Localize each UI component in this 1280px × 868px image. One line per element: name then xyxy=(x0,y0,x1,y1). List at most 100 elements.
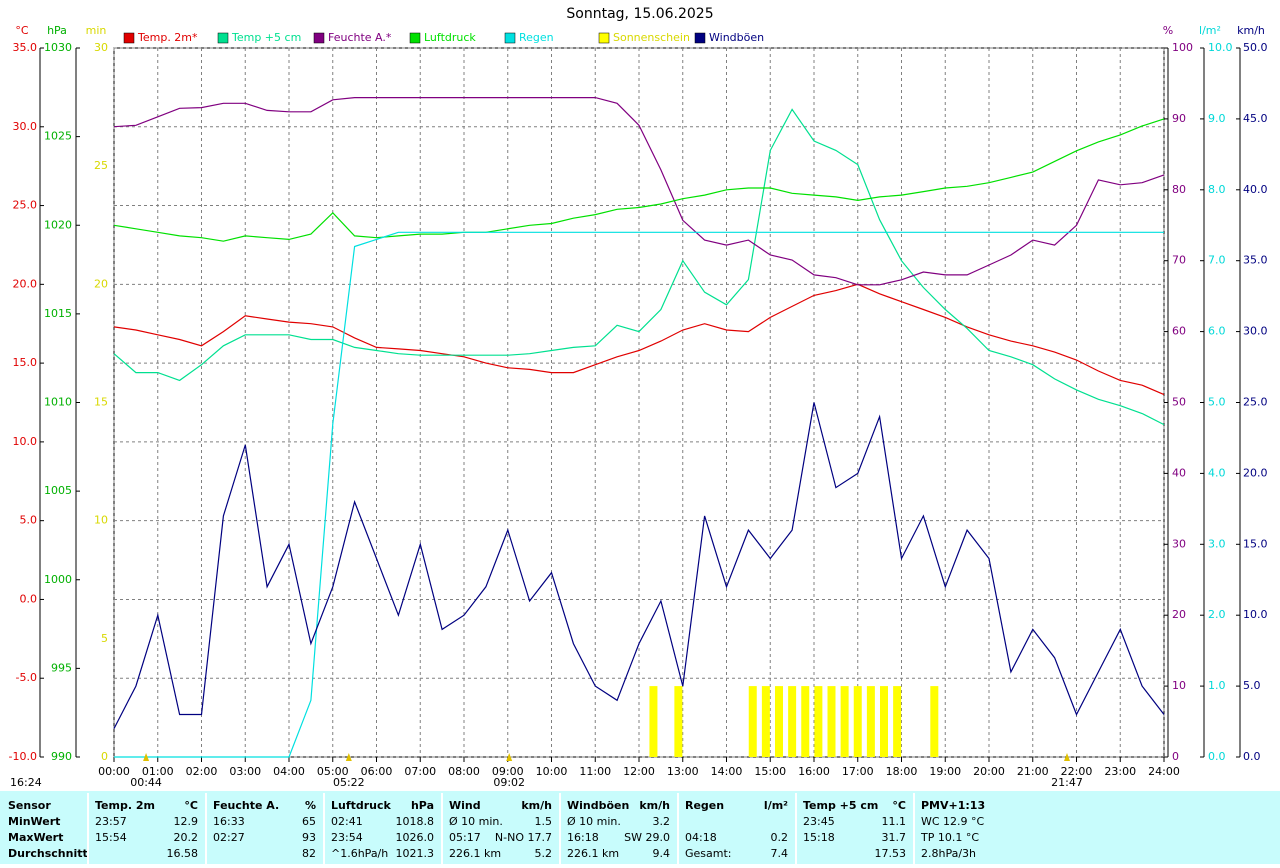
y-tick-label: 25.0 xyxy=(1243,396,1268,409)
sunshine-bar xyxy=(788,686,797,757)
y-tick-label: 35.0 xyxy=(13,41,38,54)
x-tick-label: 07:00 xyxy=(404,765,436,778)
legend-label: Feuchte A.* xyxy=(328,31,392,44)
table-cell: 3.2 xyxy=(653,815,671,828)
y-tick-label: 0.0 xyxy=(20,592,38,605)
series-line xyxy=(114,231,1164,758)
y-tick-label: 50 xyxy=(1172,396,1186,409)
y-tick-label: 6.0 xyxy=(1208,325,1226,338)
annotation-marker xyxy=(506,753,513,761)
x-tick-label: 19:00 xyxy=(929,765,961,778)
table-cell: 16.58 xyxy=(167,847,199,860)
legend-swatch xyxy=(313,32,325,44)
series-line xyxy=(113,108,1165,426)
sunshine-bar xyxy=(649,686,658,757)
y-tick-label: 20.0 xyxy=(1243,466,1268,479)
y-tick-label: 20.0 xyxy=(13,277,38,290)
table-cell: 1018.8 xyxy=(396,815,435,828)
y-tick-label: 90 xyxy=(1172,112,1186,125)
table-cell: 23:54 xyxy=(331,831,363,844)
x-tick-label: 15:00 xyxy=(754,765,786,778)
annotation-label: 09:02 xyxy=(493,776,525,789)
y-tick-label: 80 xyxy=(1172,183,1186,196)
sunshine-bar xyxy=(674,686,683,757)
series-line xyxy=(113,402,1165,729)
y-tick-label: 3.0 xyxy=(1208,537,1226,550)
group-unit: °C xyxy=(184,799,198,812)
table-cell: TP 10.1 °C xyxy=(920,831,979,844)
x-tick-label: 04:00 xyxy=(273,765,305,778)
group-unit: hPa xyxy=(411,799,434,812)
group-unit: l/m² xyxy=(764,799,788,812)
x-tick-label: 03:00 xyxy=(229,765,261,778)
table-header: Sensor xyxy=(8,799,51,812)
table-cell: SW 29.0 xyxy=(624,831,670,844)
table-cell: 05:17 xyxy=(449,831,481,844)
y-tick-label: 0.0 xyxy=(1243,750,1261,763)
row-label: MinWert xyxy=(8,815,60,828)
table-cell: 226.1 km xyxy=(449,847,501,860)
table-cell: 2.8hPa/3h xyxy=(921,847,976,860)
legend-label: Sonnenschein xyxy=(613,31,690,44)
y-tick-label: 70 xyxy=(1172,254,1186,267)
sunshine-bar xyxy=(761,686,770,757)
chart-title: Sonntag, 15.06.2025 xyxy=(566,6,713,22)
y-tick-label: 10.0 xyxy=(1208,41,1233,54)
y-tick-label: 20 xyxy=(1172,608,1186,621)
x-tick-label: 16:00 xyxy=(798,765,830,778)
table-cell: 17.53 xyxy=(875,847,907,860)
sunshine-bar xyxy=(801,686,810,757)
annotation-label: 00:44 xyxy=(130,776,162,789)
x-tick-label: 12:00 xyxy=(623,765,655,778)
x-tick-label: 01:00 xyxy=(142,765,174,778)
y-tick-label: 4.0 xyxy=(1208,466,1226,479)
y-tick-label: 5 xyxy=(101,632,108,645)
table-cell: 93 xyxy=(302,831,316,844)
y-tick-label: 10 xyxy=(1172,679,1186,692)
table-cell: 16:33 xyxy=(213,815,245,828)
y-tick-label: 7.0 xyxy=(1208,254,1226,267)
table-cell: 12.9 xyxy=(174,815,199,828)
axis-title: l/m² xyxy=(1199,24,1221,37)
sunshine-bar xyxy=(814,686,823,757)
series-line xyxy=(113,118,1165,242)
sunshine-bar xyxy=(853,686,862,757)
group-unit: km/h xyxy=(521,799,552,812)
sunshine-bar xyxy=(893,686,902,757)
x-tick-label: 08:00 xyxy=(448,765,480,778)
x-tick-label: 21:00 xyxy=(1017,765,1049,778)
y-tick-label: 15 xyxy=(94,396,108,409)
y-tick-label: 25.0 xyxy=(13,199,38,212)
sunshine-bar xyxy=(930,686,939,757)
table-cell: WC 12.9 °C xyxy=(921,815,985,828)
x-tick-label: 24:00 xyxy=(1148,765,1180,778)
legend-label: Windböen xyxy=(709,31,764,44)
group-title: Wind xyxy=(449,799,481,812)
row-label: MaxWert xyxy=(8,831,63,844)
y-tick-label: 5.0 xyxy=(1208,396,1226,409)
sunshine-bar xyxy=(748,686,757,757)
series-line xyxy=(113,97,1165,286)
table-cell: Ø 10 min. xyxy=(567,815,621,828)
x-tick-label: 22:00 xyxy=(1061,765,1093,778)
y-tick-label: -10.0 xyxy=(9,750,37,763)
x-tick-label: 18:00 xyxy=(886,765,918,778)
y-tick-label: 2.0 xyxy=(1208,608,1226,621)
x-tick-label: 02:00 xyxy=(186,765,218,778)
table-cell: 65 xyxy=(302,815,316,828)
y-tick-label: 990 xyxy=(51,750,72,763)
annotation-label: 05:22 xyxy=(333,776,365,789)
group-title: Temp. 2m xyxy=(95,799,155,812)
corner-label: 16:24 xyxy=(10,776,42,789)
annotation-label: 21:47 xyxy=(1051,776,1083,789)
y-tick-label: 0 xyxy=(101,750,108,763)
group-title: Feuchte A. xyxy=(213,799,279,812)
x-tick-label: 13:00 xyxy=(667,765,699,778)
table-cell: 15:18 xyxy=(803,831,835,844)
sunshine-bar xyxy=(866,686,875,757)
group-unit: % xyxy=(305,799,316,812)
legend-label: Regen xyxy=(519,31,554,44)
y-tick-label: 50.0 xyxy=(1243,41,1268,54)
y-tick-label: 995 xyxy=(51,661,72,674)
